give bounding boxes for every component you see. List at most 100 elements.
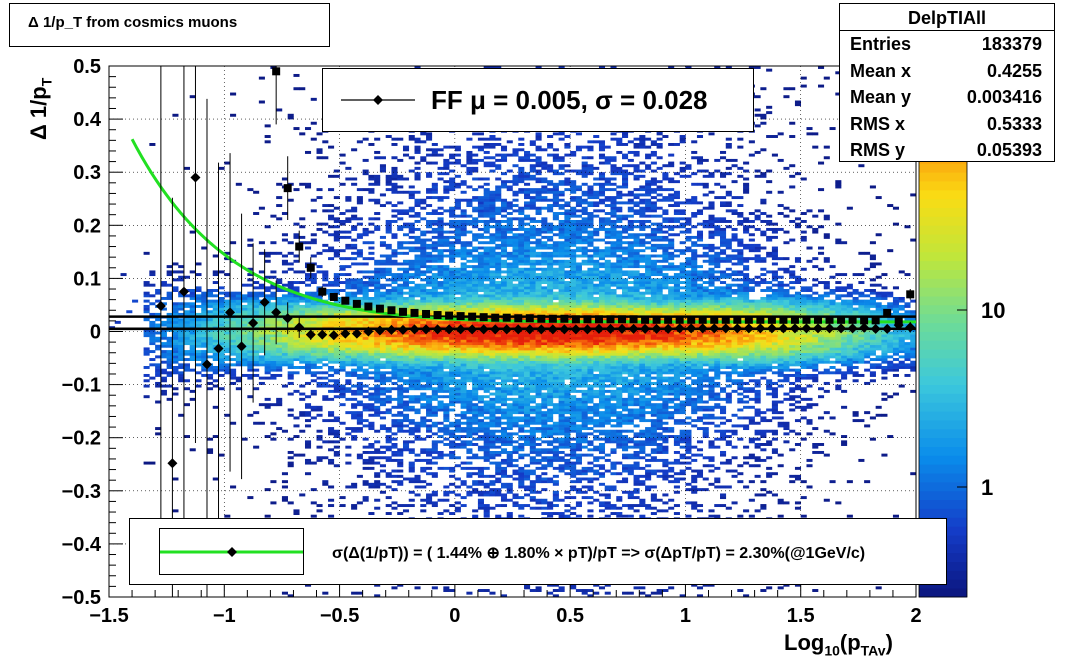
heatmap-bin	[535, 230, 542, 234]
heatmap-bin	[304, 419, 312, 423]
heatmap-bin	[397, 458, 404, 462]
heatmap-bin	[293, 453, 300, 457]
heatmap-bin	[155, 373, 162, 377]
heatmap-bin	[258, 347, 265, 351]
heatmap-bin	[172, 358, 179, 361]
heatmap-bin	[183, 368, 190, 372]
heatmap-bin	[477, 435, 484, 438]
heatmap-bin	[322, 307, 329, 311]
heatmap-bin	[379, 259, 386, 263]
heatmap-bin	[189, 320, 196, 324]
heatmap-bin	[201, 307, 208, 311]
heatmap-bin	[512, 270, 519, 274]
heatmap-bin	[524, 196, 531, 200]
heatmap-bin	[500, 233, 508, 237]
heatmap-bin	[449, 235, 456, 239]
heatmap-bin	[414, 150, 421, 154]
heatmap-bin	[166, 350, 173, 354]
heatmap-bin	[466, 421, 473, 425]
heatmap-bin	[431, 344, 438, 348]
heatmap-bin	[178, 323, 185, 327]
heatmap-bin	[431, 424, 438, 428]
heatmap-bin	[454, 339, 461, 343]
heatmap-bin	[201, 302, 208, 306]
heatmap-bin	[322, 419, 329, 423]
heatmap-bin	[235, 336, 242, 340]
heatmap-bin	[535, 358, 542, 361]
heatmap-bin	[500, 469, 508, 473]
heatmap-bin	[345, 461, 352, 465]
heatmap-bin	[362, 312, 369, 316]
heatmap-bin	[518, 403, 525, 407]
heatmap-bin	[524, 453, 531, 457]
heatmap-bin	[178, 339, 185, 343]
heatmap-bin	[230, 334, 237, 338]
heatmap-bin	[483, 437, 490, 441]
heatmap-bin	[431, 222, 438, 226]
heatmap-bin	[397, 273, 404, 277]
heatmap-bin	[420, 217, 427, 221]
heatmap-bin	[258, 310, 265, 314]
heatmap-bin	[402, 259, 410, 263]
heatmap-bin	[431, 586, 438, 590]
heatmap-bin	[322, 302, 329, 306]
heatmap-bin	[512, 233, 519, 237]
heatmap-bin	[472, 368, 479, 372]
heatmap-bin	[495, 358, 502, 361]
heatmap-bin	[472, 225, 479, 229]
heatmap-bin	[506, 323, 513, 327]
heatmap-bin	[333, 233, 340, 237]
heatmap-bin	[362, 461, 369, 465]
heatmap-bin	[529, 273, 536, 277]
heatmap-bin	[529, 347, 536, 351]
heatmap-bin	[351, 397, 358, 401]
heatmap-bin	[535, 421, 542, 425]
heatmap-bin	[414, 411, 421, 415]
heatmap-bin	[483, 360, 490, 364]
heatmap-bin	[189, 296, 196, 300]
heatmap-bin	[264, 363, 271, 367]
heatmap-bin	[454, 419, 461, 423]
heatmap-bin	[420, 259, 427, 263]
heatmap-bin	[466, 320, 473, 324]
heatmap-bin	[281, 363, 288, 367]
heatmap-bin	[489, 66, 496, 69]
heatmap-bin	[316, 132, 323, 136]
heatmap-bin	[431, 143, 438, 146]
heatmap-bin	[506, 336, 513, 340]
heatmap-bin	[328, 389, 335, 393]
heatmap-bin	[420, 323, 427, 327]
heatmap-bin	[379, 320, 386, 324]
heatmap-bin	[466, 493, 473, 497]
heatmap-bin	[449, 273, 456, 277]
heatmap-bin	[356, 501, 363, 505]
heatmap-bin	[500, 251, 508, 255]
heatmap-bin	[495, 445, 502, 449]
heatmap-bin	[454, 289, 461, 292]
heatmap-bin	[183, 403, 190, 407]
heatmap-bin	[356, 312, 363, 316]
heatmap-bin	[310, 405, 317, 409]
heatmap-bin	[316, 437, 323, 441]
heatmap-bin	[230, 294, 237, 298]
heatmap-bin	[414, 161, 421, 165]
heatmap-bin	[178, 275, 185, 279]
heatmap-bin	[466, 185, 473, 189]
heatmap-bin	[472, 389, 479, 393]
heatmap-bin	[379, 193, 386, 197]
heatmap-bin	[529, 336, 536, 340]
heatmap-bin	[339, 387, 346, 391]
heatmap-bin	[454, 201, 461, 205]
heatmap-bin	[512, 432, 519, 436]
heatmap-bin	[178, 350, 185, 354]
heatmap-bin	[397, 246, 404, 250]
heatmap-bin	[437, 384, 444, 388]
heatmap-bin	[345, 320, 352, 324]
heatmap-bin	[379, 243, 386, 247]
heatmap-bin	[535, 448, 542, 452]
heatmap-bin	[253, 355, 260, 359]
heatmap-bin	[362, 342, 369, 346]
heatmap-bin	[362, 498, 369, 502]
heatmap-bin	[241, 334, 248, 338]
heatmap-bin	[449, 358, 456, 361]
